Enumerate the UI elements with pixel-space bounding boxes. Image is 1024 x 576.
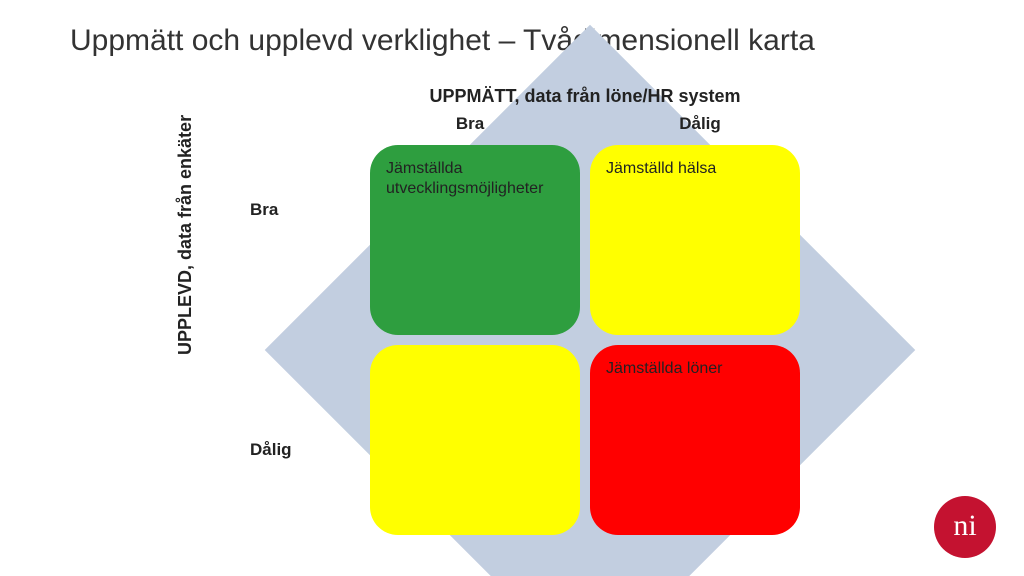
- brand-logo: ni: [934, 496, 996, 558]
- slide-title: Uppmätt och upplevd verklighet – Tvådime…: [70, 24, 815, 58]
- x-axis-col-bra: Bra: [370, 114, 570, 134]
- x-axis-col-dalig: Dålig: [600, 114, 800, 134]
- quadrant-top-left-text: Jämställda utvecklingsmöjligheter: [386, 160, 543, 197]
- quadrant-top-right-text: Jämställd hälsa: [606, 160, 716, 177]
- slide-canvas: Uppmätt och upplevd verklighet – Tvådime…: [0, 0, 1024, 576]
- x-axis-label: UPPMÄTT, data från löne/HR system: [370, 86, 800, 107]
- y-axis-row-bra: Bra: [250, 200, 350, 220]
- quadrant-top-right: Jämställd hälsa: [590, 145, 800, 335]
- y-axis-label: UPPLEVD, data från enkäter: [175, 115, 196, 355]
- brand-logo-text: ni: [953, 509, 976, 543]
- quadrant-top-left: Jämställda utvecklingsmöjligheter: [370, 145, 580, 335]
- y-axis-row-dalig: Dålig: [250, 440, 350, 460]
- quadrant-bottom-left: [370, 345, 580, 535]
- quadrant-bottom-right: Jämställda löner: [590, 345, 800, 535]
- quadrant-bottom-right-text: Jämställda löner: [606, 360, 723, 377]
